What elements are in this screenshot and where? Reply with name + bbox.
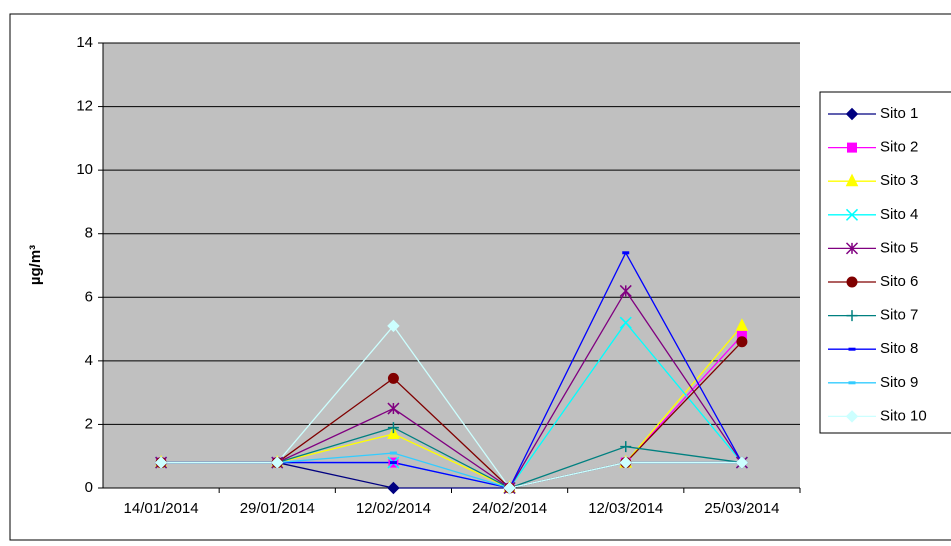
y-tick-label: 8 xyxy=(85,225,93,242)
marker xyxy=(271,456,284,469)
marker xyxy=(736,336,748,348)
marker xyxy=(735,456,749,469)
marker xyxy=(619,316,632,329)
marker xyxy=(620,441,632,453)
legend-label: Sito 9 xyxy=(880,374,918,391)
marker xyxy=(387,402,400,415)
marker xyxy=(845,410,859,423)
marker xyxy=(845,107,859,121)
x-tick-label: 25/03/2014 xyxy=(704,500,779,517)
marker xyxy=(154,456,168,469)
legend-label: Sito 8 xyxy=(880,340,918,357)
x-tick-label: 24/02/2014 xyxy=(472,500,547,517)
y-tick-label: 14 xyxy=(76,34,93,51)
marker xyxy=(847,142,857,153)
marker xyxy=(619,456,632,469)
legend-label: Sito 10 xyxy=(880,407,927,424)
x-tick-label: 12/03/2014 xyxy=(588,500,663,517)
marker xyxy=(387,319,400,333)
marker xyxy=(845,208,859,221)
legend-label: Sito 4 xyxy=(880,206,918,223)
series-line xyxy=(161,324,742,489)
legend-label: Sito 6 xyxy=(880,273,918,290)
x-tick-label: 12/02/2014 xyxy=(356,500,431,517)
x-tick-label: 14/01/2014 xyxy=(124,500,199,517)
marker xyxy=(846,310,858,322)
marker xyxy=(846,276,858,288)
marker xyxy=(735,318,749,331)
legend-label: Sito 5 xyxy=(880,239,918,256)
marker xyxy=(845,242,859,255)
legend-label: Sito 1 xyxy=(880,105,918,122)
marker xyxy=(387,422,399,434)
marker xyxy=(619,284,632,297)
y-tick-label: 10 xyxy=(76,161,93,178)
y-axis-label: µg/m³ xyxy=(27,245,44,285)
y-tick-label: 0 xyxy=(85,479,93,496)
x-tick-label: 29/01/2014 xyxy=(240,500,315,517)
marker xyxy=(387,372,399,384)
legend-label: Sito 2 xyxy=(880,139,918,156)
legend-box xyxy=(819,91,951,434)
y-tick-label: 12 xyxy=(76,98,93,115)
y-tick-label: 4 xyxy=(85,352,93,369)
legend-label: Sito 7 xyxy=(880,307,918,324)
y-tick-label: 2 xyxy=(85,415,93,432)
marker xyxy=(503,481,516,495)
y-tick-label: 6 xyxy=(85,288,93,305)
plot-area xyxy=(103,43,800,488)
legend-label: Sito 3 xyxy=(880,172,918,189)
marker xyxy=(845,173,859,187)
marker xyxy=(387,481,400,495)
